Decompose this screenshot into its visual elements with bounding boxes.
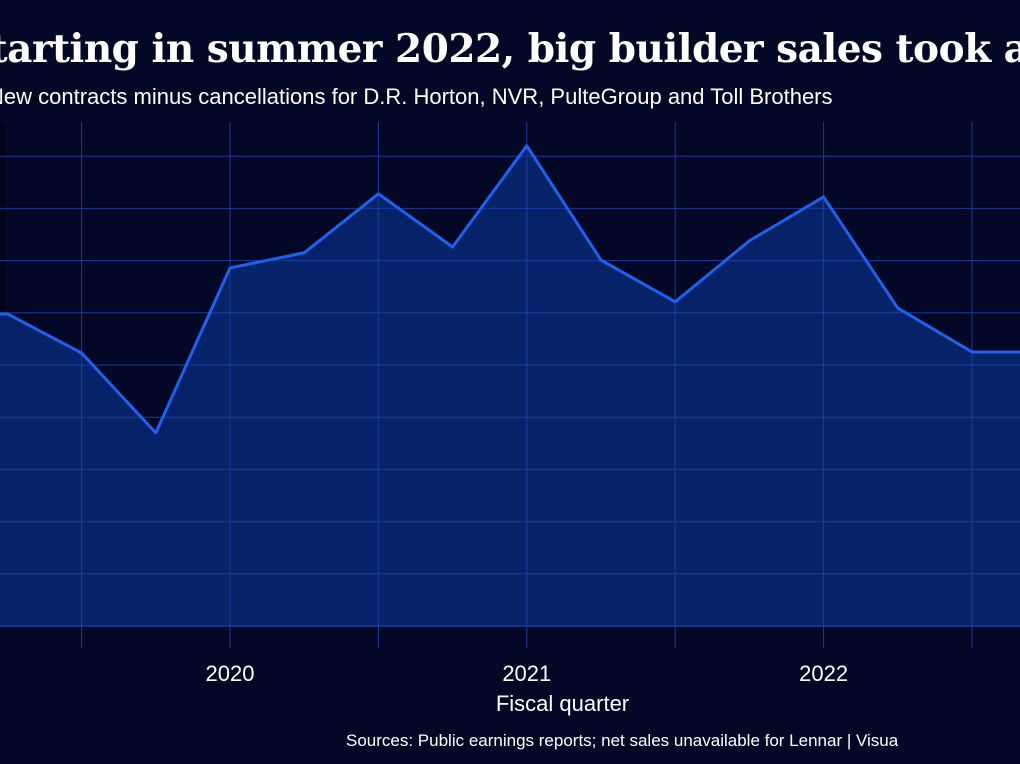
source-note: Sources: Public earnings reports; net sa… [346,731,899,750]
x-tick-label: 2021 [502,661,551,686]
series-line [0,144,1020,435]
area-fill [0,145,1020,626]
x-tick-label: 2022 [799,661,848,686]
x-tick-label: 2020 [206,661,255,686]
chart-subtitle: New contracts minus cancellations for D.… [0,84,833,109]
chart-title: Starting in summer 2022, big builder sal… [0,26,1020,72]
x-axis-label: Fiscal quarter [495,691,630,716]
